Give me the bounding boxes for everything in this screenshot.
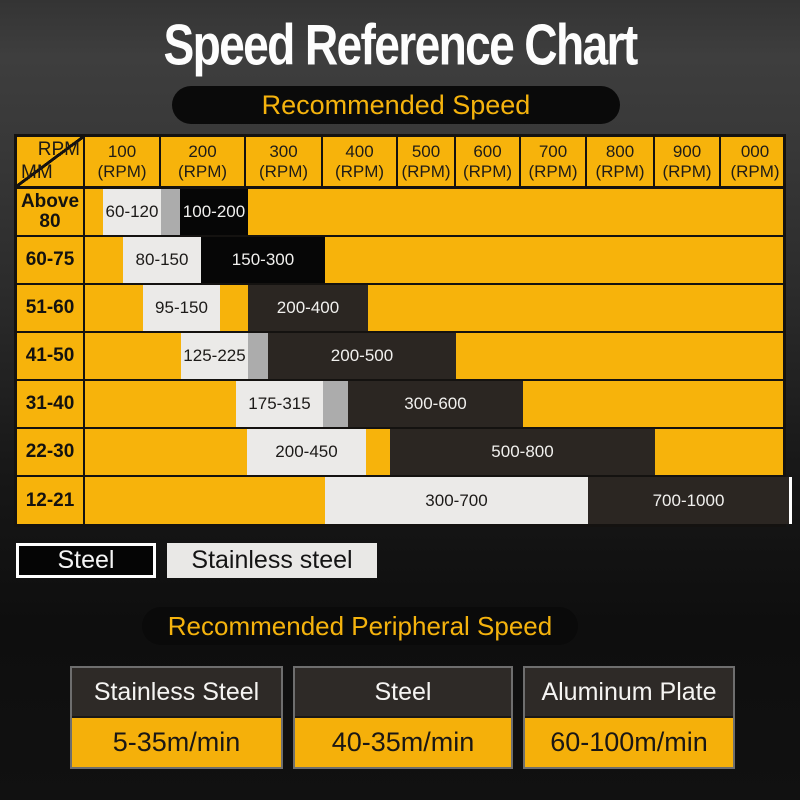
row-bar-area: 200-450 500-800 (85, 429, 783, 475)
row-bar-area: 80-150 150-300 (85, 237, 783, 283)
peripheral-card-stainless-steel: Stainless Steel 5-35m/min (70, 666, 283, 769)
table-row: 60-75 80-150 150-300 (17, 237, 783, 285)
recommended-speed-badge: Recommended Speed (172, 86, 620, 124)
rpm-column-header-700: 700 (RPM) (521, 137, 587, 186)
rpm-column-header-800: 800 (RPM) (587, 137, 655, 186)
table-row: 41-50 125-225 200-500 (17, 333, 783, 381)
stainless-speed-bar: 200-450 (247, 429, 366, 475)
rpm-column-header-400: 400 (RPM) (323, 137, 398, 186)
table-body: Above 80 60-120 100-200 60-75 80-150 150-300 5… (17, 189, 792, 524)
connector-segment (248, 333, 268, 379)
diameter-row-label: 60-75 (17, 237, 85, 283)
table-row: 51-60 95-150 200-400 (17, 285, 783, 333)
rpm-column-header-200: 200 (RPM) (161, 137, 246, 186)
diameter-row-label: 22-30 (17, 429, 85, 475)
row-bar-area: 60-120 100-200 (85, 189, 783, 235)
peripheral-speed-badge-label: Recommended Peripheral Speed (167, 610, 553, 641)
legend-steel: Steel (16, 543, 156, 578)
rpm-column-headers: 100 (RPM) 200 (RPM) 300 (RPM) 400 (RPM) 500 (RPM)… (85, 137, 789, 186)
row-bar-area: 95-150 200-400 (85, 285, 783, 331)
peripheral-speed-table: Stainless Steel 5-35m/min Steel 40-35m/m… (0, 666, 800, 772)
stainless-speed-bar: 300-700 (325, 477, 588, 524)
peripheral-card-steel: Steel 40-35m/min (293, 666, 513, 769)
diameter-row-label: 51-60 (17, 285, 85, 331)
table-header-row: RPM MM 100 (RPM) 200 (RPM) 300 (RPM) 400 (RPM) 5… (17, 137, 783, 189)
material-speed-value: 60-100m/min (525, 716, 733, 767)
steel-speed-bar: 200-400 (248, 285, 368, 331)
stainless-speed-bar: 60-120 (103, 189, 161, 235)
table-row: 12-21 300-700 700-1000 (17, 477, 792, 524)
recommended-speed-badge-label: Recommended Speed (261, 89, 531, 120)
steel-speed-bar: 300-600 (348, 381, 523, 427)
corner-cell: RPM MM (17, 137, 85, 186)
steel-speed-bar: 200-500 (268, 333, 456, 379)
diameter-row-label: 41-50 (17, 333, 85, 379)
rpm-column-header-100: 100 (RPM) (85, 137, 161, 186)
material-header: Stainless Steel (93, 677, 260, 706)
row-bar-area: 175-315 300-600 (85, 381, 783, 427)
row-bar-area: 125-225 200-500 (85, 333, 783, 379)
steel-speed-bar: 100-200 (180, 189, 248, 235)
table-row: 31-40 175-315 300-600 (17, 381, 783, 429)
speed-chart-table: RPM MM 100 (RPM) 200 (RPM) 300 (RPM) 400 (RPM) 5… (14, 134, 792, 527)
legend-stainless: Stainless steel (167, 543, 377, 578)
corner-rpm-label: RPM (37, 139, 80, 160)
stainless-speed-bar: 175-315 (236, 381, 323, 427)
rpm-column-header-500: 500 (RPM) (398, 137, 456, 186)
rpm-column-header-300: 300 (RPM) (246, 137, 323, 186)
diameter-row-label: 31-40 (17, 381, 85, 427)
stainless-speed-bar: 80-150 (123, 237, 201, 283)
connector-segment (323, 381, 348, 427)
corner-mm-label: MM (21, 162, 53, 183)
peripheral-speed-badge: Recommended Peripheral Speed (142, 607, 578, 645)
stainless-speed-bar: 95-150 (143, 285, 220, 331)
rpm-column-header-600: 600 (RPM) (456, 137, 521, 186)
page-title: Speed Reference Chart (163, 12, 638, 78)
row-bar-area: 300-700 700-1000 (85, 477, 792, 524)
peripheral-card-aluminum-plate: Aluminum Plate 60-100m/min (523, 666, 735, 769)
steel-speed-bar: 500-800 (390, 429, 655, 475)
diameter-row-label: 12-21 (17, 477, 85, 524)
rpm-column-header-000: 000 (RPM) (730, 141, 780, 181)
material-header: Aluminum Plate (541, 677, 717, 706)
connector-segment (161, 189, 180, 235)
steel-speed-bar: 150-300 (201, 237, 325, 283)
table-row: Above 80 60-120 100-200 (17, 189, 783, 237)
stainless-speed-bar: 125-225 (181, 333, 248, 379)
material-header: Steel (374, 677, 432, 706)
material-speed-value: 40-35m/min (295, 716, 511, 767)
table-row: 22-30 200-450 500-800 (17, 429, 783, 477)
rpm-column-header-900: 900 (RPM) (655, 137, 721, 186)
material-speed-value: 5-35m/min (72, 716, 281, 767)
diameter-row-label: Above 80 (17, 189, 85, 235)
steel-speed-bar: 700-1000 (588, 477, 792, 524)
